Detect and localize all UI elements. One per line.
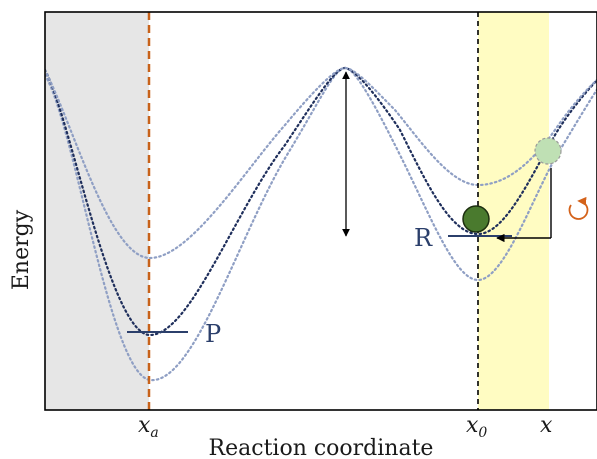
curve-inner — [45, 66, 597, 260]
plot-frame — [44, 11, 597, 411]
tick-label-xa: xa — [138, 413, 159, 441]
x-axis-label: Reaction coordinate — [209, 436, 434, 459]
particle — [462, 205, 490, 233]
highlight-region — [478, 12, 549, 410]
tick-label-x: x — [540, 413, 553, 438]
shaded-region-left — [45, 12, 149, 410]
reactant-label: R — [414, 224, 433, 252]
ghost-particle — [534, 137, 562, 165]
rotation-arrow-icon — [568, 196, 589, 220]
y-axis-label: Energy — [9, 209, 34, 290]
product-label: P — [205, 320, 221, 348]
tick-label-x0: x0 — [466, 413, 487, 441]
